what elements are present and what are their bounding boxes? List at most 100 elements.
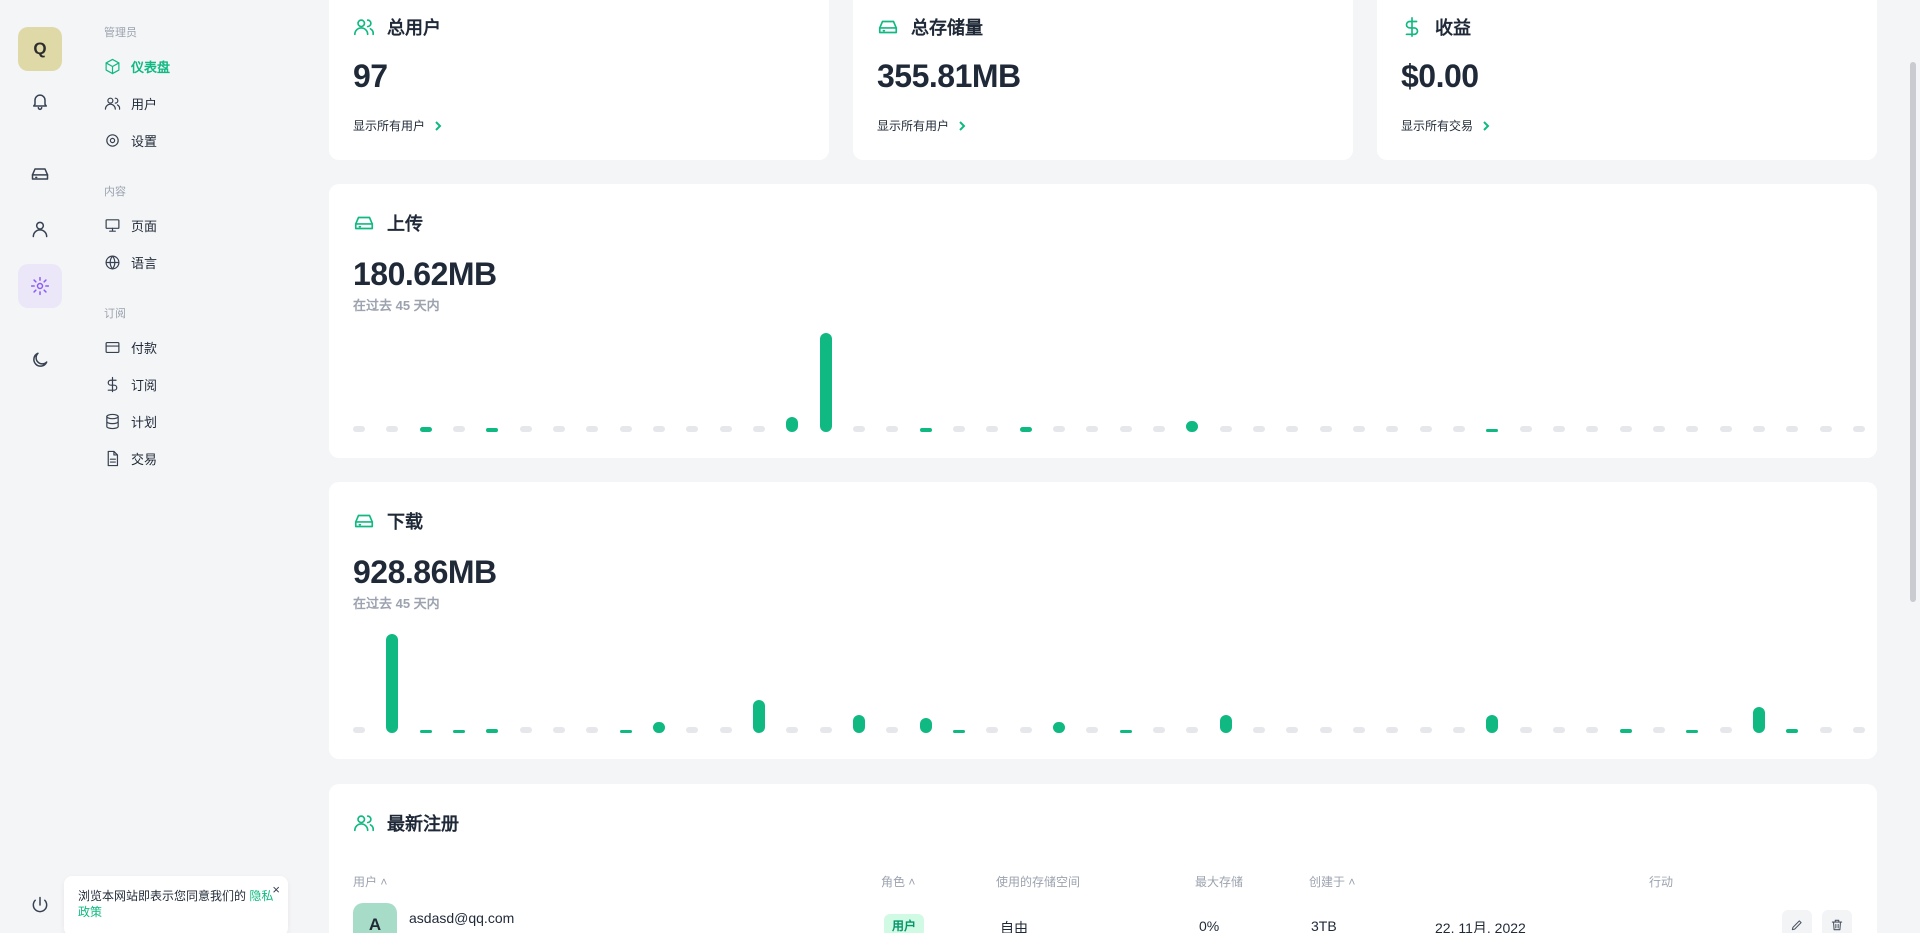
chart-bar[interactable] [1253,727,1265,733]
nav-item-settings[interactable]: 设置 [104,129,157,151]
nav-item-dashboard[interactable]: 仪表盘 [104,55,170,77]
chart-bar[interactable] [653,722,665,733]
logout-button[interactable] [18,883,62,927]
chart-bar[interactable] [1019,727,1032,733]
chart-bar[interactable] [1453,426,1465,432]
nav-item-plans[interactable]: 计划 [104,410,157,432]
chart-bar[interactable] [1686,730,1699,733]
chart-bar[interactable] [419,730,432,733]
chart-bar[interactable] [1586,727,1599,733]
chart-bar[interactable] [1653,426,1665,432]
chart-bar[interactable] [1619,426,1632,432]
admin-settings-button[interactable] [18,264,62,308]
chart-bar[interactable] [553,426,565,432]
chart-bar[interactable] [1753,426,1765,432]
chart-bar[interactable] [1086,727,1099,733]
storage-button[interactable] [18,152,62,196]
chart-bar[interactable] [1653,727,1665,733]
chart-bar[interactable] [1486,714,1499,733]
privacy-policy-link[interactable]: 隐私政策 [78,889,274,919]
column-header-created[interactable]: 创建于 ˄ [1309,873,1355,890]
chart-bar[interactable] [653,426,665,432]
chart-bar[interactable] [1219,426,1232,432]
chart-bar[interactable] [686,426,699,432]
chart-bar[interactable] [353,426,365,432]
chart-bar[interactable] [619,426,632,432]
delete-button[interactable] [1822,910,1852,933]
chart-bar[interactable] [1519,727,1532,733]
dark-mode-toggle[interactable] [18,338,62,382]
chart-bar[interactable] [1553,426,1565,432]
chart-bar[interactable] [753,426,765,432]
chart-bar[interactable] [1286,727,1299,733]
chart-bar[interactable] [519,426,532,432]
chart-bar[interactable] [1419,426,1432,432]
edit-button[interactable] [1782,910,1812,933]
chart-bar[interactable] [986,426,999,432]
chart-bar[interactable] [1386,426,1399,432]
chart-bar[interactable] [1753,707,1765,733]
chart-bar[interactable] [1519,426,1532,432]
chart-bar[interactable] [1119,730,1132,733]
chart-bar[interactable] [953,426,965,432]
chart-bar[interactable] [1819,727,1832,733]
chart-bar[interactable] [453,730,465,733]
column-header-user[interactable]: 用户 ˄ [353,873,387,890]
nav-item-transactions[interactable]: 交易 [104,447,157,469]
chart-bar[interactable] [1253,426,1265,432]
chart-bar[interactable] [853,426,865,432]
chart-bar[interactable] [786,417,799,432]
nav-item-pages[interactable]: 页面 [104,214,157,236]
chart-bar[interactable] [986,727,999,733]
chart-bar[interactable] [753,700,765,733]
chart-bar[interactable] [1053,426,1065,432]
show-all-transactions-link[interactable]: 显示所有交易 [1401,117,1491,134]
chart-bar[interactable] [1419,727,1432,733]
chart-bar[interactable] [1319,426,1332,432]
chart-bar[interactable] [586,727,599,733]
chart-bar[interactable] [1819,426,1832,432]
chart-bar[interactable] [1186,727,1199,733]
chart-bar[interactable] [919,718,932,733]
chart-bar[interactable] [1386,727,1399,733]
chart-bar[interactable] [1853,727,1865,733]
chart-bar[interactable] [1153,727,1165,733]
chart-bar[interactable] [453,426,465,432]
chart-bar[interactable] [386,634,399,733]
chart-bar[interactable] [519,727,532,733]
chart-bar[interactable] [686,727,699,733]
chart-bar[interactable] [719,727,732,733]
nav-item-languages[interactable]: 语言 [104,251,157,273]
chart-bar[interactable] [1786,729,1799,733]
show-all-users-link[interactable]: 显示所有用户 [877,117,967,134]
chart-bar[interactable] [1219,714,1232,733]
chart-bar[interactable] [1853,426,1865,432]
chart-bar[interactable] [1086,426,1099,432]
column-header-role[interactable]: 角色 ˄ [881,873,915,890]
chart-bar[interactable] [919,428,932,432]
chart-bar[interactable] [853,714,865,733]
chart-bar[interactable] [619,730,632,733]
user-avatar[interactable]: Q [18,27,62,71]
notifications-button[interactable] [18,79,62,123]
chart-bar[interactable] [486,728,499,733]
chart-bar[interactable] [886,727,899,733]
chart-bar[interactable] [386,426,399,432]
chart-bar[interactable] [953,730,965,733]
chart-bar[interactable] [719,426,732,432]
chart-bar[interactable] [1719,727,1732,733]
chart-bar[interactable] [1786,426,1799,432]
nav-item-subscriptions[interactable]: 订阅 [104,373,157,395]
chart-bar[interactable] [1019,426,1032,432]
chart-bar[interactable] [819,333,832,432]
chart-bar[interactable] [1686,426,1699,432]
chart-bar[interactable] [1286,426,1299,432]
chart-bar[interactable] [486,428,499,432]
chart-bar[interactable] [1619,728,1632,733]
chart-bar[interactable] [1486,429,1499,432]
chart-bar[interactable] [1353,426,1365,432]
show-all-users-link[interactable]: 显示所有用户 [353,117,443,134]
chart-bar[interactable] [1453,727,1465,733]
chart-bar[interactable] [1319,727,1332,733]
scrollbar[interactable] [1910,62,1916,602]
